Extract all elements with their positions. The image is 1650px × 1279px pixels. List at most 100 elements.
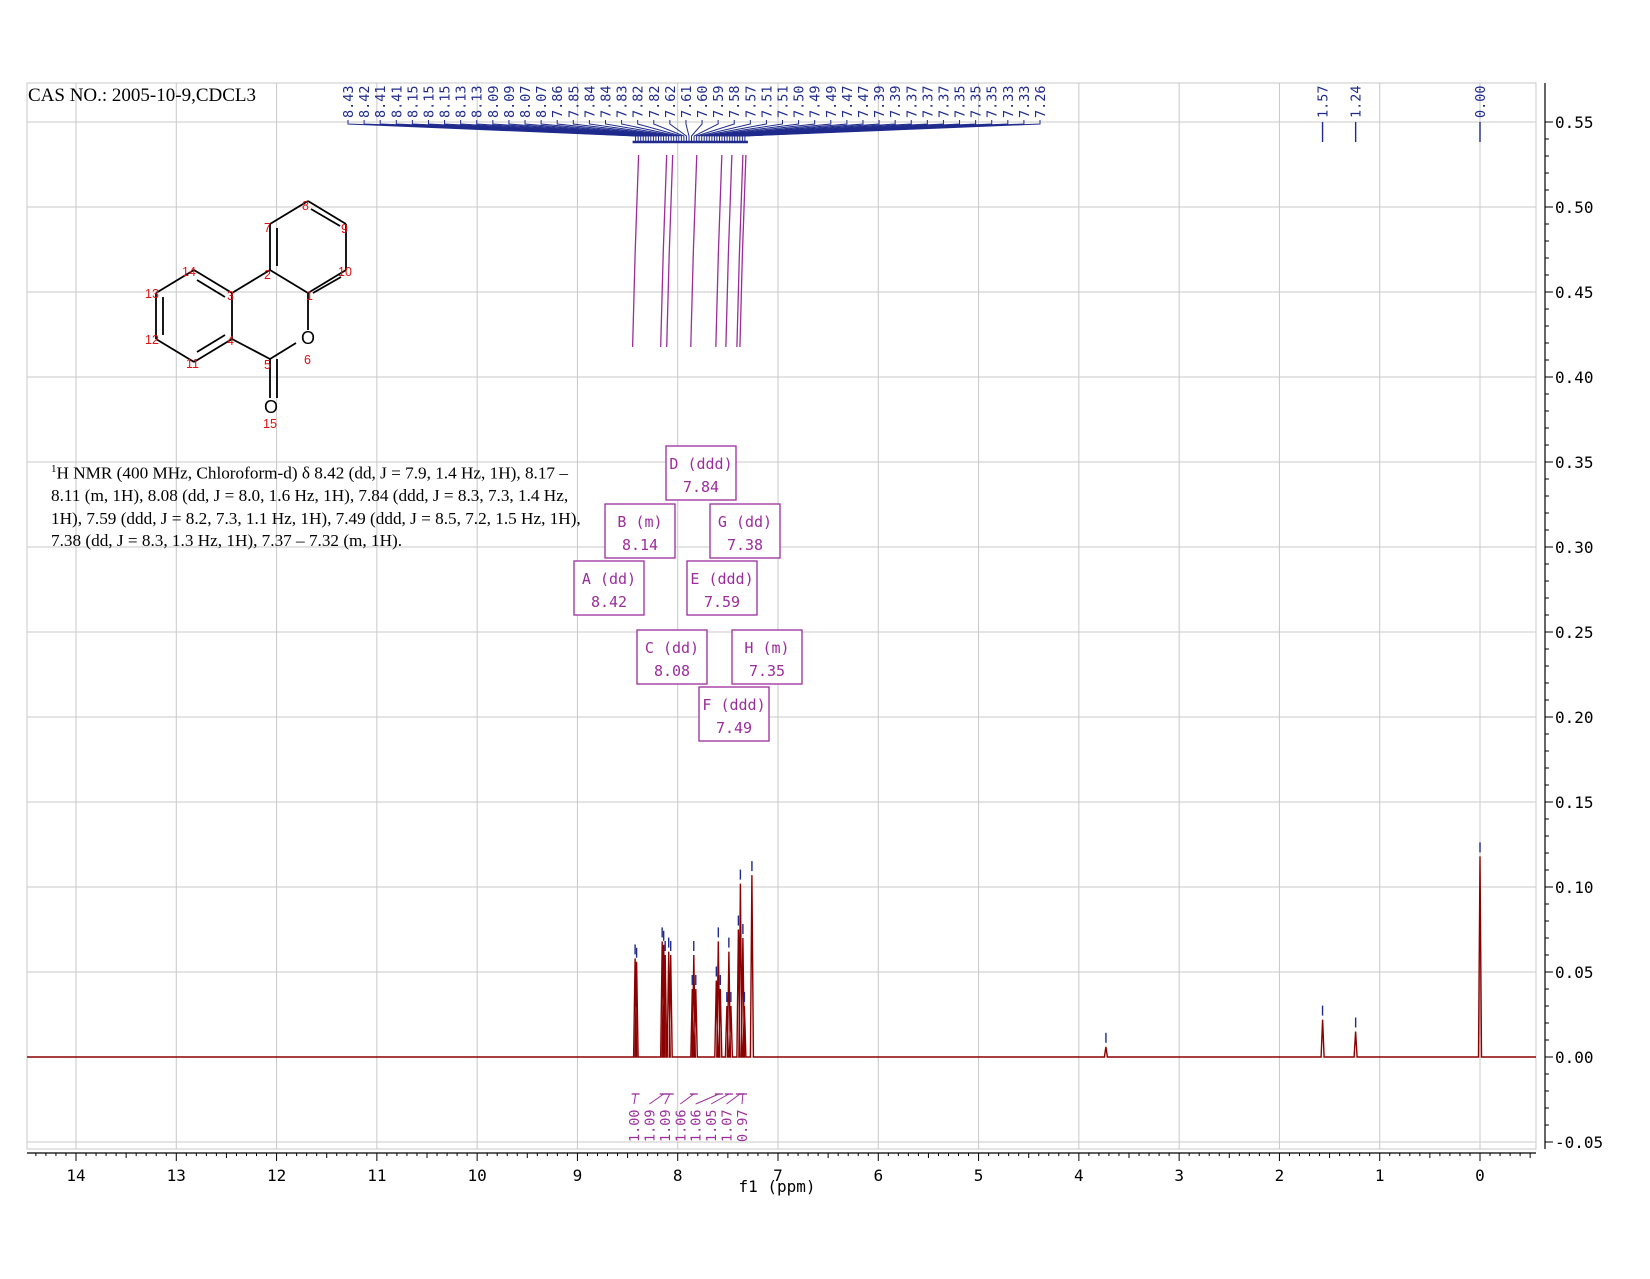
atom-label: 9 [341, 222, 348, 236]
peak-label: 7.37 [904, 85, 920, 118]
x-tick-label: 10 [468, 1166, 487, 1185]
multiplet-frame [731, 629, 803, 685]
x-tick-label: 13 [167, 1166, 186, 1185]
atom-label: 7 [264, 221, 271, 235]
peak-label-leader [637, 120, 682, 142]
peak-label: 7.86 [550, 85, 566, 118]
peak-label: 7.47 [856, 85, 872, 118]
x-tick-label: 6 [873, 1166, 883, 1185]
integral-label: 1.09 [658, 1109, 674, 1142]
x-tick-label: 7 [773, 1166, 783, 1185]
peak-label-leader [685, 120, 690, 142]
x-tick-label: 2 [1275, 1166, 1285, 1185]
peak-label: 8.15 [421, 85, 437, 118]
multiplet-box: H (m) 7.35 [731, 629, 803, 685]
peak-label-leader [460, 120, 654, 142]
peak-label: 7.39 [888, 85, 904, 118]
molecule-atom-labels: 1 2 3 4 5 6 7 8 9 10 11 12 13 14 15 [145, 199, 352, 431]
integral-leader [710, 1093, 730, 1105]
peak-label: 7.57 [743, 85, 759, 118]
y-tick-label: 0.20 [1555, 708, 1594, 727]
peak-label: 7.50 [792, 85, 808, 118]
peak-label-leader [540, 120, 667, 142]
peak-label: 1.24 [1349, 85, 1365, 118]
y-tick-label: 0.35 [1555, 453, 1594, 472]
peak-label-leader [693, 120, 719, 142]
peak-label-leader [698, 120, 751, 142]
peak-label-leader [691, 120, 703, 142]
peak-label: 7.82 [631, 85, 647, 118]
peak-label-leader [701, 120, 767, 142]
peak-label: 7.37 [920, 85, 936, 118]
multiplet-frame [698, 686, 770, 742]
peak-label: 7.58 [727, 85, 743, 118]
nmr-description: 1H NMR (400 MHz, Chloroform-d) δ 8.42 (d… [51, 458, 591, 553]
x-tick-label: 0 [1475, 1166, 1485, 1185]
peak-label: 1.57 [1316, 85, 1332, 118]
multiplet-name: F (ddd) [702, 696, 765, 714]
peak-label: 7.85 [566, 85, 582, 118]
peak-label: 8.07 [534, 85, 550, 118]
peak-labels: 8.43 8.42 8.41 8.41 8.15 8.15 8.15 8.13 8.13 8.09… [341, 85, 1489, 144]
peak-label: 7.51 [759, 85, 775, 118]
peak-label: 7.26 [1033, 85, 1049, 118]
multiplet-name: D (ddd) [669, 455, 732, 473]
atom-label: 3 [227, 289, 234, 303]
peak-label: 7.35 [985, 85, 1001, 118]
integral-curve [739, 154, 747, 348]
multiplet-shift: 7.49 [716, 719, 752, 737]
integral-curves [631, 154, 747, 348]
peak-label-leader [713, 120, 848, 142]
multiplet-shift: 7.84 [683, 478, 719, 496]
peak-label: 7.39 [872, 85, 888, 118]
peak-label-leader [744, 120, 1041, 142]
nucleus-superscript: 1 [51, 463, 57, 475]
multiplet-name: G (dd) [718, 513, 772, 531]
x-tick-label: 1 [1375, 1166, 1385, 1185]
peak-label: 7.84 [598, 85, 614, 118]
peak-label-leader [427, 120, 649, 142]
peak-label-leader [719, 120, 880, 142]
multiplet-boxes: A (dd) 8.42 B (m) 8.14 C (dd) 8.08 D (ddd) 7.84… [573, 445, 803, 742]
integral-curve [690, 154, 698, 348]
peak-label: 7.33 [1001, 85, 1017, 118]
chart-title: CAS NO.: 2005-10-9,CDCL3 [28, 85, 256, 106]
integral-leader [664, 1093, 671, 1105]
atom-label: 2 [264, 268, 271, 282]
x-tick-label: 14 [66, 1166, 85, 1185]
atom-label: 4 [227, 334, 234, 348]
x-tick-label: 11 [367, 1166, 386, 1185]
atom-label: 11 [186, 357, 199, 371]
peak-label: 8.13 [454, 85, 470, 118]
peak-label: 7.61 [679, 85, 695, 118]
peak-label: 8.41 [373, 85, 389, 118]
atom-label: 12 [145, 333, 159, 347]
integral-leader [726, 1093, 741, 1105]
peak-markers [634, 842, 1481, 1043]
multiplet-box: F (ddd) 7.49 [698, 686, 770, 742]
integral-curve [666, 154, 674, 348]
atom-label: 6 [304, 353, 311, 367]
multiplet-frame [709, 503, 781, 559]
molecule-structure [155, 200, 347, 398]
ring-oxygen-label: O [301, 328, 315, 348]
y-axis: -0.05 0.00 0.05 0.10 0.15 0.20 0.25 0.30 0.35 0.4… [1544, 83, 1603, 1152]
multiplet-frame [686, 560, 758, 616]
multiplet-shift: 7.59 [704, 593, 740, 611]
peak-label-leader [653, 120, 685, 142]
y-tick-label: 0.25 [1555, 623, 1594, 642]
y-tick-label: 0.15 [1555, 793, 1594, 812]
peak-label-leader [711, 120, 832, 142]
multiplet-frame [604, 503, 676, 559]
atom-label: 15 [263, 417, 277, 431]
y-tick-label: 0.00 [1555, 1048, 1594, 1067]
peak-label: 7.49 [808, 85, 824, 118]
y-tick-label: 0.50 [1555, 198, 1594, 217]
peak-label: 7.51 [776, 85, 792, 118]
plot-border [26, 82, 1537, 1150]
peak-label-leader [724, 120, 912, 142]
multiplet-name: B (m) [617, 513, 662, 531]
peak-label-leader [556, 120, 670, 142]
